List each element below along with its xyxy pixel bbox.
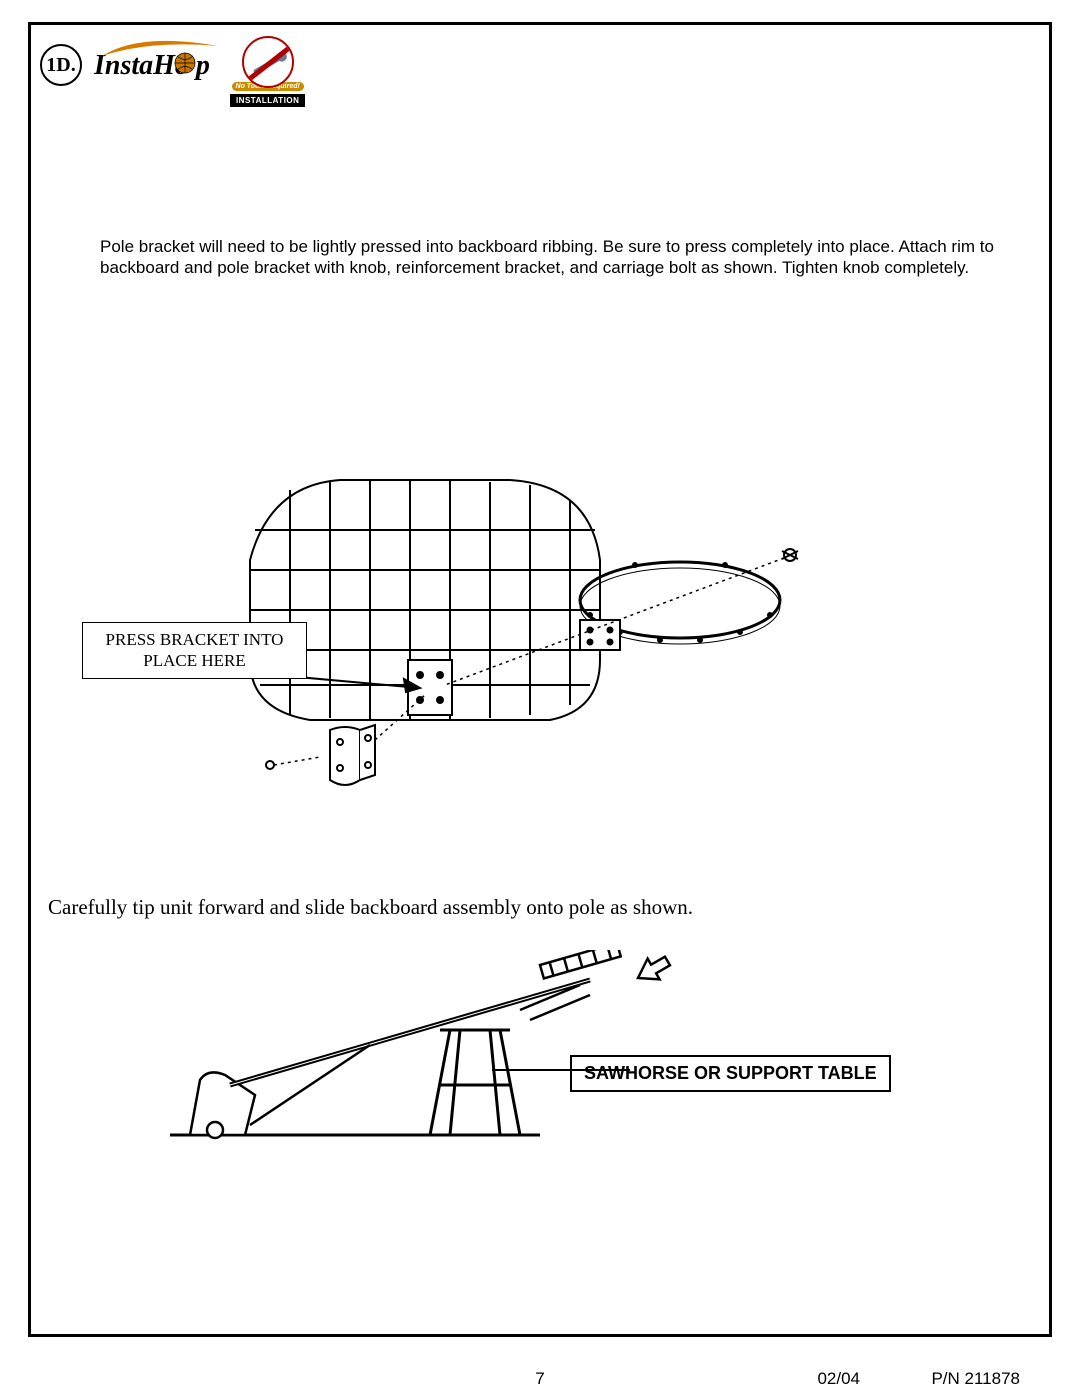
header-row: 1D. InstaHo p No Tools Required! INSTALL… [40,36,305,107]
page-number: 7 [535,1369,544,1389]
instruction-paragraph-2: Carefully tip unit forward and slide bac… [48,895,1020,920]
installation-label: INSTALLATION [230,94,305,107]
callout-line-2: PLACE HERE [143,651,245,670]
callout-sawhorse: SAWHORSE OR SUPPORT TABLE [570,1055,891,1092]
logo-text: InstaHo p [94,36,210,82]
tip-unit-diagram [160,950,960,1150]
backboard-diagram: PRESS BRACKET INTO PLACE HERE [90,460,990,820]
no-tools-badge: No Tools Required! INSTALLATION [230,36,305,107]
no-tools-icon [242,36,294,88]
step-number-circle: 1D. [40,44,82,86]
instahoop-logo: InstaHo p [94,36,210,82]
part-number: P/N 211878 [931,1369,1020,1389]
footer-date: 02/04 [817,1369,860,1389]
logo-swoosh-icon [100,36,220,60]
basketball-icon [174,52,196,74]
callout-press-bracket: PRESS BRACKET INTO PLACE HERE [82,622,307,679]
step-number: 1D. [46,54,75,77]
callout-line-1: PRESS BRACKET INTO [106,630,284,649]
instruction-paragraph-1: Pole bracket will need to be lightly pre… [100,236,1020,279]
